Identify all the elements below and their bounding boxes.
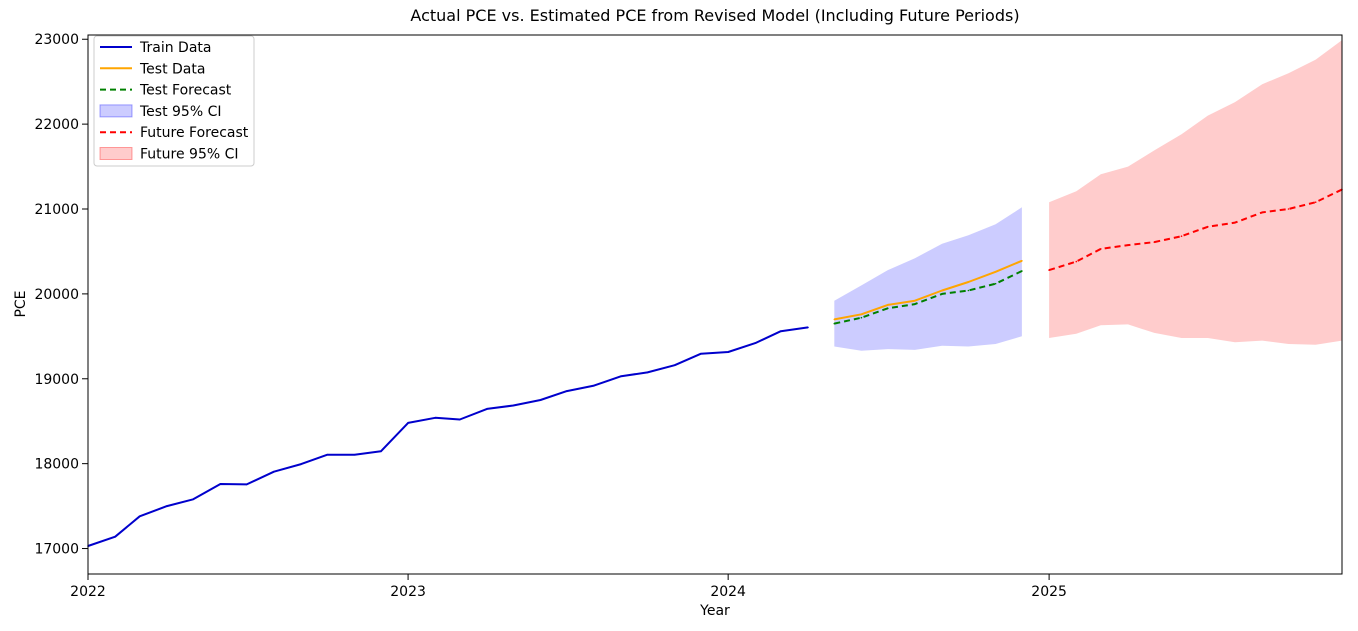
train-data-point: [727, 351, 729, 353]
train-data-point: [114, 535, 116, 538]
y-tick-label: 19000: [34, 372, 79, 388]
train-data-point: [326, 453, 329, 456]
future-forecast-point: [1180, 235, 1183, 237]
legend-swatch-test-95-ci: [99, 104, 133, 118]
test-forecast-point: [833, 322, 836, 325]
confidence-bands: [834, 40, 1342, 351]
test-forecast-line: [834, 270, 1023, 325]
train-data-point: [539, 399, 542, 401]
test-forecast-point: [967, 289, 970, 292]
train-data-point: [380, 450, 382, 453]
x-tick-label: 2024: [710, 584, 746, 600]
test-95-ci-band: [834, 207, 1022, 351]
plot-frame: [87, 34, 1343, 575]
test-forecast-point: [914, 303, 916, 305]
train-data-point: [300, 463, 302, 465]
chart-legend: Train Data Test Data Test Forecast Test 95%…: [93, 35, 255, 167]
train-data-point: [566, 390, 568, 392]
test-data-point: [833, 318, 836, 321]
legend-label-future-forecast: Future Forecast: [140, 125, 249, 141]
legend-box: [93, 35, 255, 167]
chart-title: Actual PCE vs. Estimated PCE from Revise…: [410, 6, 1019, 25]
test-data-point: [887, 304, 889, 306]
future-forecast-point: [1261, 211, 1263, 214]
test-forecast-point: [1021, 270, 1023, 272]
train-data-point: [646, 371, 649, 374]
test-data-point: [941, 289, 943, 292]
train-data-line: [87, 326, 809, 547]
train-data-point: [219, 483, 222, 485]
train-data-point: [700, 352, 702, 355]
x-axis-title: Year: [699, 603, 730, 619]
legend-items: Train Data Test Data Test Forecast Test 95%…: [99, 40, 249, 163]
legend-swatch-future-95-ci: [99, 147, 133, 160]
test-forecast-point: [994, 282, 997, 285]
future-forecast-point: [1100, 248, 1102, 250]
y-tick-label: 21000: [34, 202, 79, 218]
future-95-ci-band: [1049, 40, 1342, 345]
train-data-point: [245, 483, 248, 486]
y-tick-label: 23000: [34, 32, 79, 48]
future-forecast-point: [1153, 241, 1156, 243]
future-forecast-point: [1048, 269, 1050, 271]
x-tick-label: 2023: [390, 584, 426, 600]
train-data-point: [673, 364, 676, 367]
test-data-line: [834, 259, 1023, 321]
train-data-point: [434, 417, 437, 419]
train-data-point: [780, 330, 782, 333]
test-data-point: [967, 281, 970, 283]
test-forecast-point: [887, 307, 889, 310]
test-forecast-point: [860, 316, 863, 319]
test-forecast-point: [941, 293, 943, 295]
series-lines: [87, 188, 1343, 547]
future-forecast-point: [1075, 260, 1078, 263]
train-data-point: [166, 505, 168, 507]
legend-label-future-95-ci: Future 95% CI: [140, 147, 239, 163]
x-axis-ticks: 2022 2023 2024 2025: [70, 574, 1067, 600]
test-data-point: [1021, 260, 1023, 262]
future-forecast-point: [1207, 226, 1209, 228]
y-axis-title: PCE: [13, 290, 29, 317]
test-data-point: [914, 299, 916, 302]
test-data-point: [860, 313, 863, 316]
train-data-point: [192, 498, 194, 501]
legend-label-test-95-ci: Test 95% CI: [139, 104, 222, 120]
y-tick-label: 17000: [34, 542, 79, 558]
future-forecast-point: [1287, 208, 1290, 210]
train-data-point: [754, 342, 757, 344]
x-tick-label: 2025: [1031, 584, 1067, 600]
train-data-point: [353, 453, 356, 456]
future-forecast-point: [1127, 244, 1129, 246]
legend-label-train-data: Train Data: [139, 40, 211, 56]
train-data-point: [459, 418, 461, 421]
y-tick-label: 22000: [34, 117, 79, 133]
train-data-point: [512, 404, 515, 407]
y-axis-ticks: 17000 18000 19000 20000 21000 22000 23000: [34, 32, 88, 558]
train-data-point: [138, 515, 141, 518]
train-data-point: [593, 384, 595, 387]
future-forecast-line: [1048, 188, 1343, 272]
y-tick-label: 20000: [34, 287, 79, 303]
future-forecast-point: [1234, 221, 1236, 224]
x-tick-label: 2022: [70, 584, 106, 600]
train-data-point: [407, 422, 409, 424]
y-tick-label: 18000: [34, 457, 79, 473]
train-data-point: [273, 470, 275, 473]
train-data-point: [807, 326, 809, 329]
test-data-point: [994, 271, 997, 273]
legend-label-test-data: Test Data: [139, 61, 205, 77]
train-data-point: [620, 375, 622, 378]
legend-label-test-forecast: Test Forecast: [139, 83, 232, 99]
train-data-point: [486, 408, 488, 410]
future-forecast-point: [1314, 201, 1317, 203]
